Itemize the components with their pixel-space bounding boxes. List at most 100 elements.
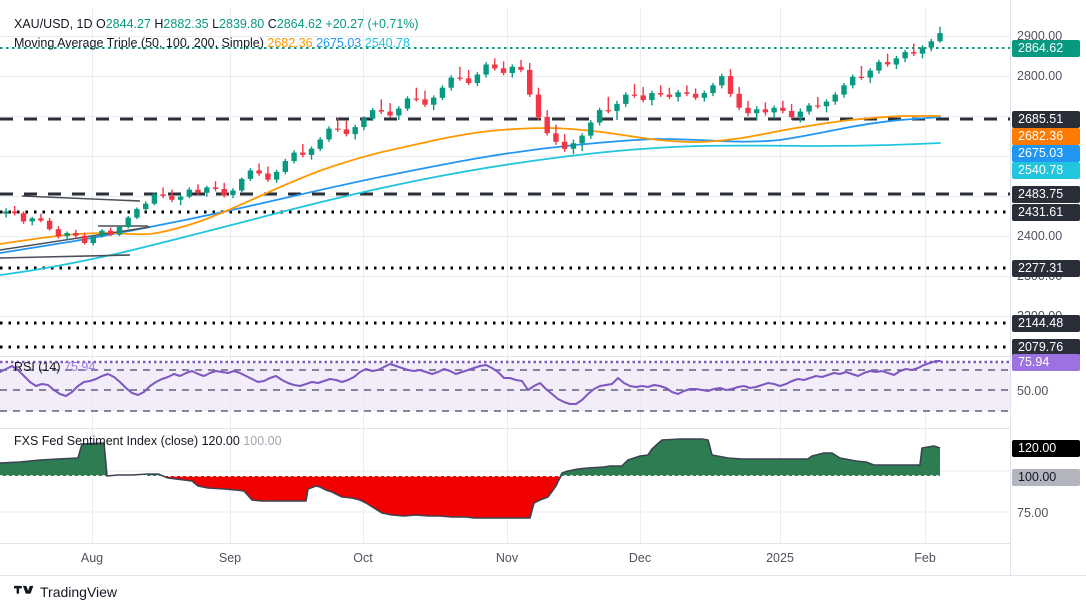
candle-body bbox=[212, 187, 219, 189]
candle-body bbox=[902, 52, 908, 59]
candle-body bbox=[544, 117, 550, 134]
fxs-positive-area bbox=[0, 439, 940, 476]
ohlc-open-value: 2844.27 bbox=[105, 17, 151, 31]
rsi-pane bbox=[0, 360, 1010, 412]
candle-body bbox=[265, 173, 271, 180]
candle-body bbox=[422, 99, 428, 105]
candle-body bbox=[719, 76, 725, 86]
candle-body bbox=[474, 74, 481, 83]
pill-last-price[interactable]: 2864.62 bbox=[1012, 40, 1080, 57]
pill-ma100[interactable]: 2675.03 bbox=[1012, 145, 1080, 162]
pill-rsi-value[interactable]: 75.94 bbox=[1012, 354, 1080, 371]
price-pane[interactable] bbox=[0, 0, 1010, 356]
candle-body bbox=[46, 220, 53, 230]
rsi-ytick-50: 50.00 bbox=[1017, 384, 1049, 398]
ohlc-open-label: O bbox=[95, 17, 106, 31]
xtick-nov: Nov bbox=[495, 551, 519, 565]
candle-body bbox=[527, 69, 533, 95]
ytick-2900: 2900.00 bbox=[1017, 29, 1063, 43]
candle-body bbox=[177, 196, 184, 200]
candle-body bbox=[754, 109, 760, 114]
candle-body bbox=[614, 103, 620, 111]
tradingview-wordmark: TradingView bbox=[40, 584, 118, 600]
candle-body bbox=[745, 107, 751, 114]
candle-body bbox=[20, 213, 27, 222]
fxs-ytick-75: 75.00 bbox=[1017, 506, 1049, 520]
candle-body bbox=[684, 92, 690, 94]
candle-body bbox=[29, 218, 35, 222]
candle-body bbox=[596, 110, 603, 123]
candle-body bbox=[291, 152, 297, 162]
candle-body bbox=[666, 94, 673, 97]
rsi-line bbox=[0, 360, 941, 405]
candle-body bbox=[832, 94, 838, 102]
candle-body bbox=[919, 47, 926, 54]
candle-body bbox=[692, 93, 699, 98]
rsi-legend[interactable]: RSI (14) 75.94 bbox=[14, 360, 95, 374]
candle-body bbox=[3, 211, 9, 214]
candle-body bbox=[736, 93, 742, 108]
candle-body bbox=[204, 187, 210, 193]
candle-body bbox=[457, 77, 463, 79]
sma100-line bbox=[0, 116, 941, 254]
xtick-feb: Feb bbox=[914, 551, 936, 565]
sma200-line bbox=[0, 142, 941, 276]
ma-legend-label: Moving Average Triple (50, 100, 200, Sim… bbox=[14, 36, 264, 50]
candle-body bbox=[186, 189, 192, 197]
candle-body bbox=[806, 105, 812, 112]
candle-body bbox=[143, 203, 149, 210]
candle-body bbox=[378, 110, 384, 112]
pill-ma50[interactable]: 2682.36 bbox=[1012, 128, 1080, 145]
candle-body bbox=[396, 108, 402, 116]
candle-body bbox=[116, 226, 123, 235]
pill-level-2079[interactable]: 2079.76 bbox=[1012, 339, 1080, 356]
candle-body bbox=[404, 98, 411, 109]
pill-level-2277[interactable]: 2277.31 bbox=[1012, 260, 1080, 277]
ytick-2800: 2800.00 bbox=[1017, 69, 1063, 83]
pill-level-2483[interactable]: 2483.75 bbox=[1012, 186, 1080, 203]
candle-body bbox=[893, 58, 899, 65]
ohlc-low-value: 2839.80 bbox=[219, 17, 265, 31]
candle-body bbox=[308, 148, 315, 155]
pill-fxs-last[interactable]: 120.00 bbox=[1012, 440, 1080, 457]
candle-body bbox=[553, 133, 559, 142]
fxs-outline bbox=[0, 438, 941, 519]
candle-body bbox=[788, 110, 795, 118]
candle-body bbox=[352, 127, 358, 135]
fxs-legend[interactable]: FXS Fed Sentiment Index (close) 120.00 1… bbox=[14, 434, 282, 448]
candle-body bbox=[125, 217, 131, 227]
pill-ma200[interactable]: 2540.78 bbox=[1012, 162, 1080, 179]
pill-level-2144[interactable]: 2144.48 bbox=[1012, 315, 1080, 332]
candle-body bbox=[876, 62, 882, 71]
ma-legend[interactable]: Moving Average Triple (50, 100, 200, Sim… bbox=[14, 36, 410, 50]
ma50-value: 2682.36 bbox=[267, 36, 313, 50]
chart-canvas bbox=[0, 8, 1010, 544]
change-value: +20.27 bbox=[325, 17, 365, 31]
candle-body bbox=[335, 128, 341, 130]
pill-level-2431[interactable]: 2431.61 bbox=[1012, 204, 1080, 221]
rsi-value: 75.94 bbox=[64, 360, 96, 374]
candle-body bbox=[160, 194, 166, 196]
ohlc-high-label: H bbox=[154, 17, 164, 31]
pill-fxs-zero[interactable]: 100.00 bbox=[1012, 469, 1080, 486]
change-percent: (+0.71%) bbox=[367, 17, 419, 31]
trendline-mid bbox=[0, 226, 151, 251]
tradingview-logo[interactable]: TradingView bbox=[14, 584, 117, 600]
candle-body bbox=[195, 189, 201, 193]
candle-body bbox=[282, 161, 288, 172]
ytick-2400: 2400.00 bbox=[1017, 229, 1063, 243]
candle-body bbox=[570, 143, 577, 149]
pill-level-2685[interactable]: 2685.51 bbox=[1012, 111, 1080, 128]
price-scale[interactable] bbox=[1010, 0, 1086, 575]
candle-body bbox=[169, 195, 175, 200]
candle-body bbox=[500, 68, 507, 73]
moving-averages bbox=[0, 115, 941, 276]
candle-body bbox=[867, 70, 873, 78]
xtick-oct: Oct bbox=[353, 551, 373, 565]
ohlc-high-value: 2882.35 bbox=[163, 17, 209, 31]
symbol-name[interactable]: XAU/USD, 1D bbox=[14, 17, 93, 31]
candle-body bbox=[55, 229, 62, 237]
fxs-baseline-value: 100.00 bbox=[243, 434, 282, 448]
candle-body bbox=[658, 93, 664, 95]
